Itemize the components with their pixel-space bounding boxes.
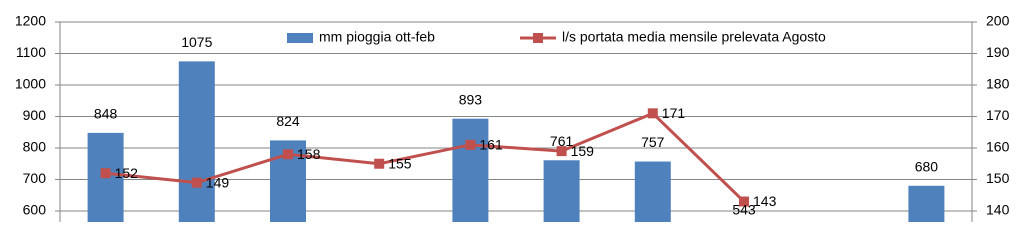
y2-tick-label: 160 xyxy=(986,139,1010,155)
bar xyxy=(908,185,945,222)
y-tick-label: 700 xyxy=(23,170,47,186)
line-value-label: 171 xyxy=(662,105,686,121)
page: {"chart_data": {"type": "bar-line", "cat… xyxy=(14,12,1010,222)
y2-tick-label: 180 xyxy=(986,76,1010,92)
legend-label: l/s portata media mensile prelevata Agos… xyxy=(562,29,826,45)
line-value-label: 152 xyxy=(115,165,139,181)
y-tick-label: 800 xyxy=(23,139,47,155)
bar-value-label: 893 xyxy=(459,91,483,107)
y2-tick-label: 170 xyxy=(986,107,1010,123)
y2-tick-label: 140 xyxy=(986,202,1010,218)
chart: 600 700 800 900 1000 1100 1200 140 150 160 170 180 1… xyxy=(15,13,1010,222)
line-marker xyxy=(191,177,202,188)
bar-value-label: 680 xyxy=(915,158,939,174)
plot-area xyxy=(87,61,945,222)
line-value-label: 143 xyxy=(753,193,777,209)
y-tick-label: 600 xyxy=(23,202,47,218)
line-value-label: 159 xyxy=(571,143,595,159)
bar xyxy=(634,161,671,222)
line-marker xyxy=(647,108,658,119)
line-marker xyxy=(374,158,385,169)
bar xyxy=(543,160,580,222)
bar-value-label: 543 xyxy=(732,202,756,218)
line-marker xyxy=(100,168,111,179)
y-tick-label: 1100 xyxy=(16,44,46,60)
y-tick-label: 1200 xyxy=(15,13,46,29)
bar-value-label: 848 xyxy=(94,106,118,122)
line-value-label: 149 xyxy=(206,174,230,190)
line-marker xyxy=(556,146,567,157)
bar-value-label: 757 xyxy=(641,134,665,150)
labels: 600 700 800 900 1000 1100 1200 140 150 160 170 180 1… xyxy=(15,13,1010,218)
bar xyxy=(178,61,215,222)
y2-tick-label: 200 xyxy=(986,13,1010,29)
y-tick-label: 900 xyxy=(23,107,47,123)
y-tick-label: 1000 xyxy=(15,76,46,92)
legend-label: mm pioggia ott-feb xyxy=(319,29,435,45)
y2-tick-label: 150 xyxy=(986,170,1010,186)
line-value-label: 161 xyxy=(479,137,503,153)
line-marker xyxy=(465,139,476,150)
line xyxy=(105,111,746,203)
y2-tick-label: 190 xyxy=(986,44,1010,60)
bar-value-label: 761 xyxy=(550,133,574,149)
line-value-label: 158 xyxy=(297,146,321,162)
legend-swatch xyxy=(287,33,313,43)
legend-marker xyxy=(533,33,543,43)
bar-value-label: 1075 xyxy=(181,34,212,50)
line-marker xyxy=(283,149,293,160)
line-marker xyxy=(739,196,749,207)
line-value-label: 155 xyxy=(388,155,412,171)
bar xyxy=(452,118,489,222)
bar-value-label: 824 xyxy=(276,113,300,129)
